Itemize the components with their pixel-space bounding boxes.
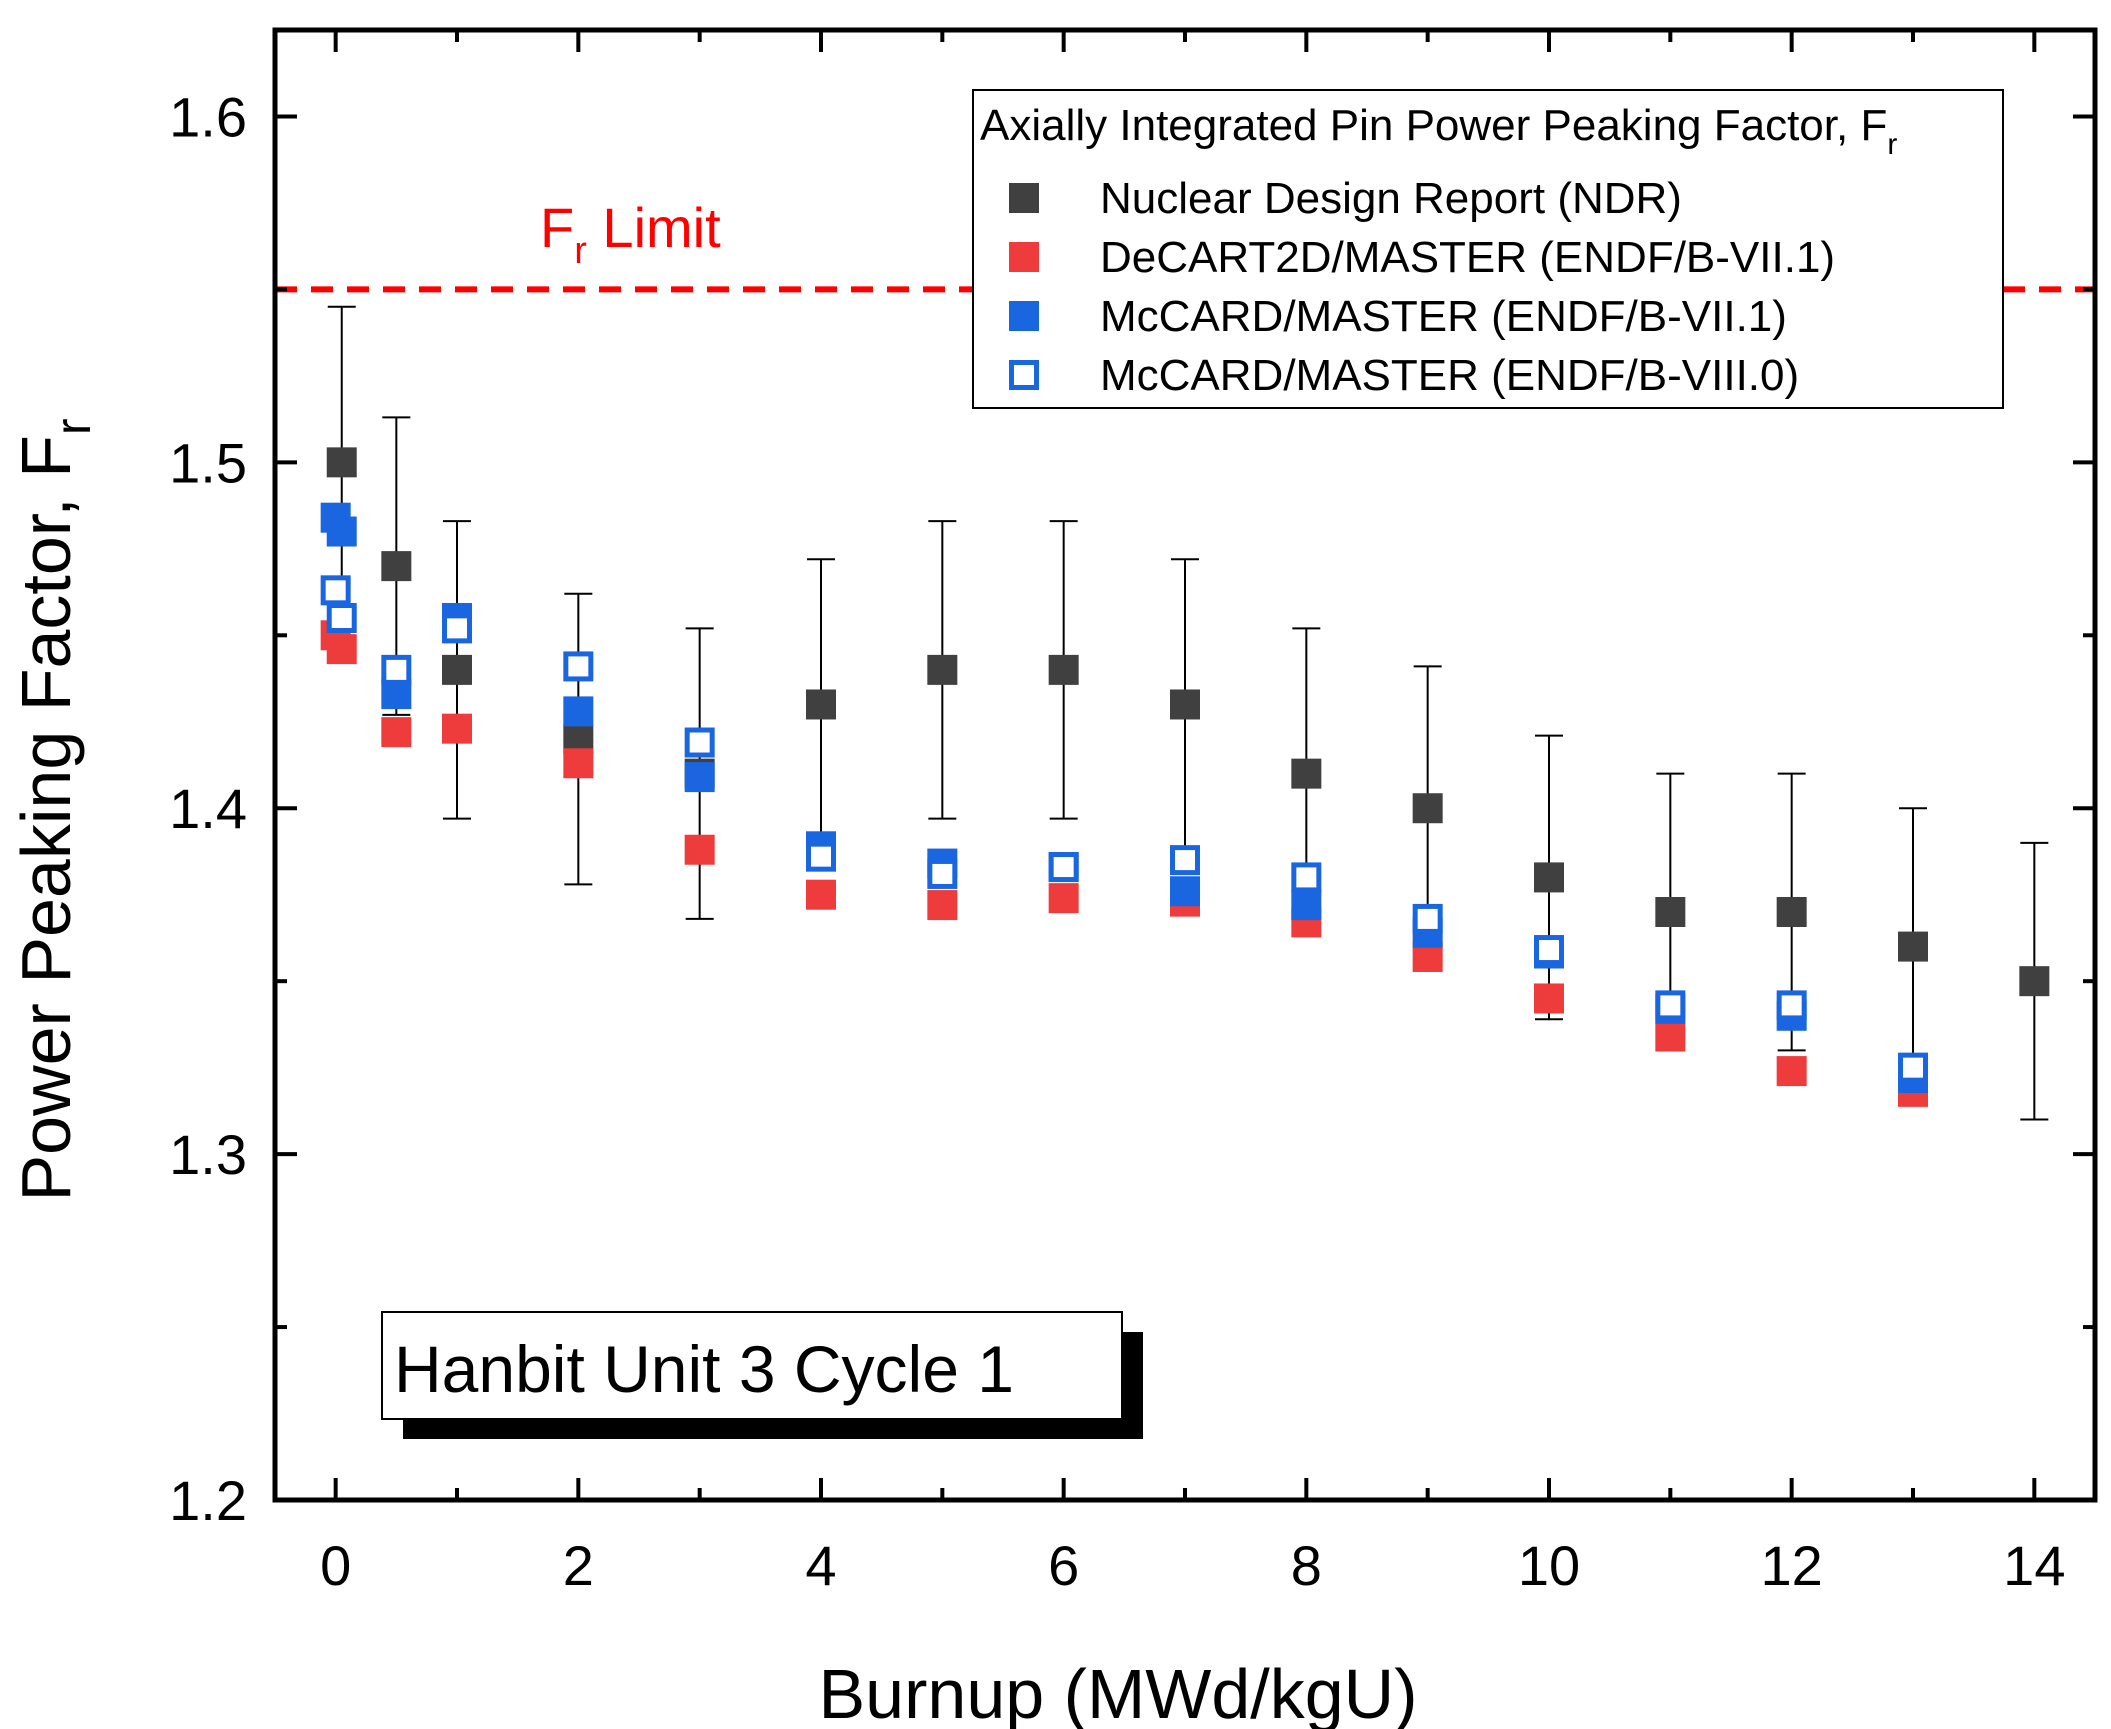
- decart-vii1-point: [927, 890, 958, 921]
- decart-vii1-point: [442, 713, 472, 744]
- legend-item-decart-vii1: DeCART2D/MASTER (ENDF/B-VII.1): [1009, 233, 1835, 282]
- mccard-vii1-point: [563, 696, 594, 727]
- mccard-viii0-point: [1412, 903, 1443, 934]
- ndr-point: [1655, 897, 1686, 927]
- x-tick-label: 0: [320, 1534, 351, 1597]
- decart-vii1-point: [1776, 1056, 1807, 1087]
- y-tick-label: 1.2: [169, 1469, 247, 1532]
- ndr-point: [442, 654, 472, 685]
- mccard-viii0-point: [1534, 935, 1564, 966]
- decart-vii1-point: [563, 748, 594, 779]
- legend-items: Nuclear Design Report (NDR) DeCART2D/MAST…: [1009, 174, 1835, 400]
- ndr-point: [806, 689, 836, 720]
- ndr-point: [1776, 897, 1807, 927]
- mccard-viii0-point: [684, 727, 715, 758]
- ndr-point: [1291, 758, 1322, 789]
- decart-vii1-point: [381, 717, 412, 748]
- legend-marker: [1009, 360, 1039, 390]
- x-axis-title: Burnup (MWd/kgU): [818, 1655, 1417, 1729]
- axis-tick-labels: 0 2 4 6 8 10 12 14 1.2 1.3 1.4 1.5 1.6: [169, 85, 2065, 1597]
- legend-marker: [1009, 242, 1039, 272]
- decart-vii1-point: [1534, 983, 1564, 1014]
- ndr-point: [1534, 862, 1564, 893]
- mccard-viii0-point: [1291, 862, 1322, 893]
- annotation-text: Hanbit Unit 3 Cycle 1: [394, 1332, 1014, 1406]
- decart-vii1-point: [1655, 1021, 1686, 1052]
- legend-item-mccard-vii1: McCARD/MASTER (ENDF/B-VII.1): [1009, 292, 1787, 341]
- ndr-point: [381, 551, 412, 582]
- ndr-point: [1048, 654, 1079, 685]
- x-tick-label: 4: [805, 1534, 836, 1597]
- ndr-point: [1412, 793, 1443, 824]
- x-tick-label: 2: [563, 1534, 594, 1597]
- annotation-box: Hanbit Unit 3 Cycle 1: [381, 1311, 1143, 1439]
- y-axis-title-main: Power Peaking Factor, F: [7, 435, 85, 1201]
- mccard-viii0-point: [1898, 1052, 1928, 1083]
- fr-limit-label-main: F: [540, 196, 574, 259]
- y-tick-label: 1.4: [169, 777, 247, 840]
- mccard-viii0-point: [442, 613, 472, 644]
- decart-vii1-point: [326, 634, 357, 665]
- x-tick-label: 8: [1291, 1534, 1322, 1597]
- mccard-viii0-point: [806, 841, 836, 872]
- decart-vii1-point: [684, 834, 715, 865]
- decart-vii1-point: [806, 879, 836, 910]
- ndr-point: [1170, 689, 1200, 720]
- legend-title: Axially Integrated Pin Power Peaking Fac…: [980, 101, 1897, 161]
- mccard-vii1-point: [1291, 890, 1322, 921]
- ndr-point: [927, 654, 958, 685]
- legend-label: DeCART2D/MASTER (ENDF/B-VII.1): [1100, 233, 1835, 282]
- data-markers: [320, 447, 2050, 1107]
- mccard-viii0-point: [1048, 852, 1079, 883]
- mccard-vii1-point: [684, 762, 715, 793]
- legend-marker: [1009, 183, 1039, 213]
- mccard-viii0-point: [381, 654, 412, 685]
- mccard-viii0-point: [927, 858, 958, 889]
- mccard-viii0-point: [1776, 990, 1807, 1021]
- ndr-point: [1898, 931, 1928, 962]
- y-axis-title: Power Peaking Factor, Fr: [7, 418, 101, 1201]
- y-axis-title-sub: r: [45, 418, 101, 435]
- legend-frame: [972, 89, 2004, 409]
- legend-item-mccard-viii0: McCARD/MASTER (ENDF/B-VIII.0): [1009, 351, 1799, 400]
- mccard-viii0-point: [563, 651, 594, 682]
- fr-limit-label-sub: r: [574, 230, 587, 272]
- axis-ticks: [275, 30, 2095, 1502]
- annotation-frame: [381, 1311, 1123, 1420]
- legend-label: McCARD/MASTER (ENDF/B-VIII.0): [1100, 351, 1799, 400]
- mccard-viii0-point: [1655, 990, 1686, 1021]
- fr-limit-label-rest: Limit: [587, 196, 721, 259]
- x-tick-label: 14: [2003, 1534, 2065, 1597]
- mccard-vii1-point: [1170, 876, 1200, 907]
- decart-vii1-point: [1048, 883, 1079, 914]
- ndr-point: [2019, 966, 2050, 997]
- legend-label: Nuclear Design Report (NDR): [1100, 174, 1682, 223]
- x-tick-label: 6: [1048, 1534, 1079, 1597]
- legend-item-ndr: Nuclear Design Report (NDR): [1009, 174, 1682, 223]
- y-tick-label: 1.5: [169, 431, 247, 494]
- legend-title-main: Axially Integrated Pin Power Peaking Fac…: [980, 101, 1887, 150]
- legend-label: McCARD/MASTER (ENDF/B-VII.1): [1100, 292, 1787, 341]
- legend-marker: [1009, 301, 1039, 331]
- x-tick-label: 12: [1761, 1534, 1823, 1597]
- mccard-viii0-point: [320, 575, 351, 606]
- ndr-point: [326, 447, 357, 478]
- y-tick-label: 1.6: [169, 85, 247, 148]
- legend: Axially Integrated Pin Power Peaking Fac…: [972, 89, 2004, 409]
- y-tick-label: 1.3: [169, 1123, 247, 1186]
- mccard-viii0-point: [326, 603, 357, 633]
- legend-title-sub: r: [1887, 128, 1897, 161]
- mccard-viii0-point: [1170, 845, 1200, 876]
- fr-limit-label: Fr Limit: [540, 196, 721, 272]
- x-tick-label: 10: [1518, 1534, 1580, 1597]
- mccard-vii1-point: [326, 516, 357, 547]
